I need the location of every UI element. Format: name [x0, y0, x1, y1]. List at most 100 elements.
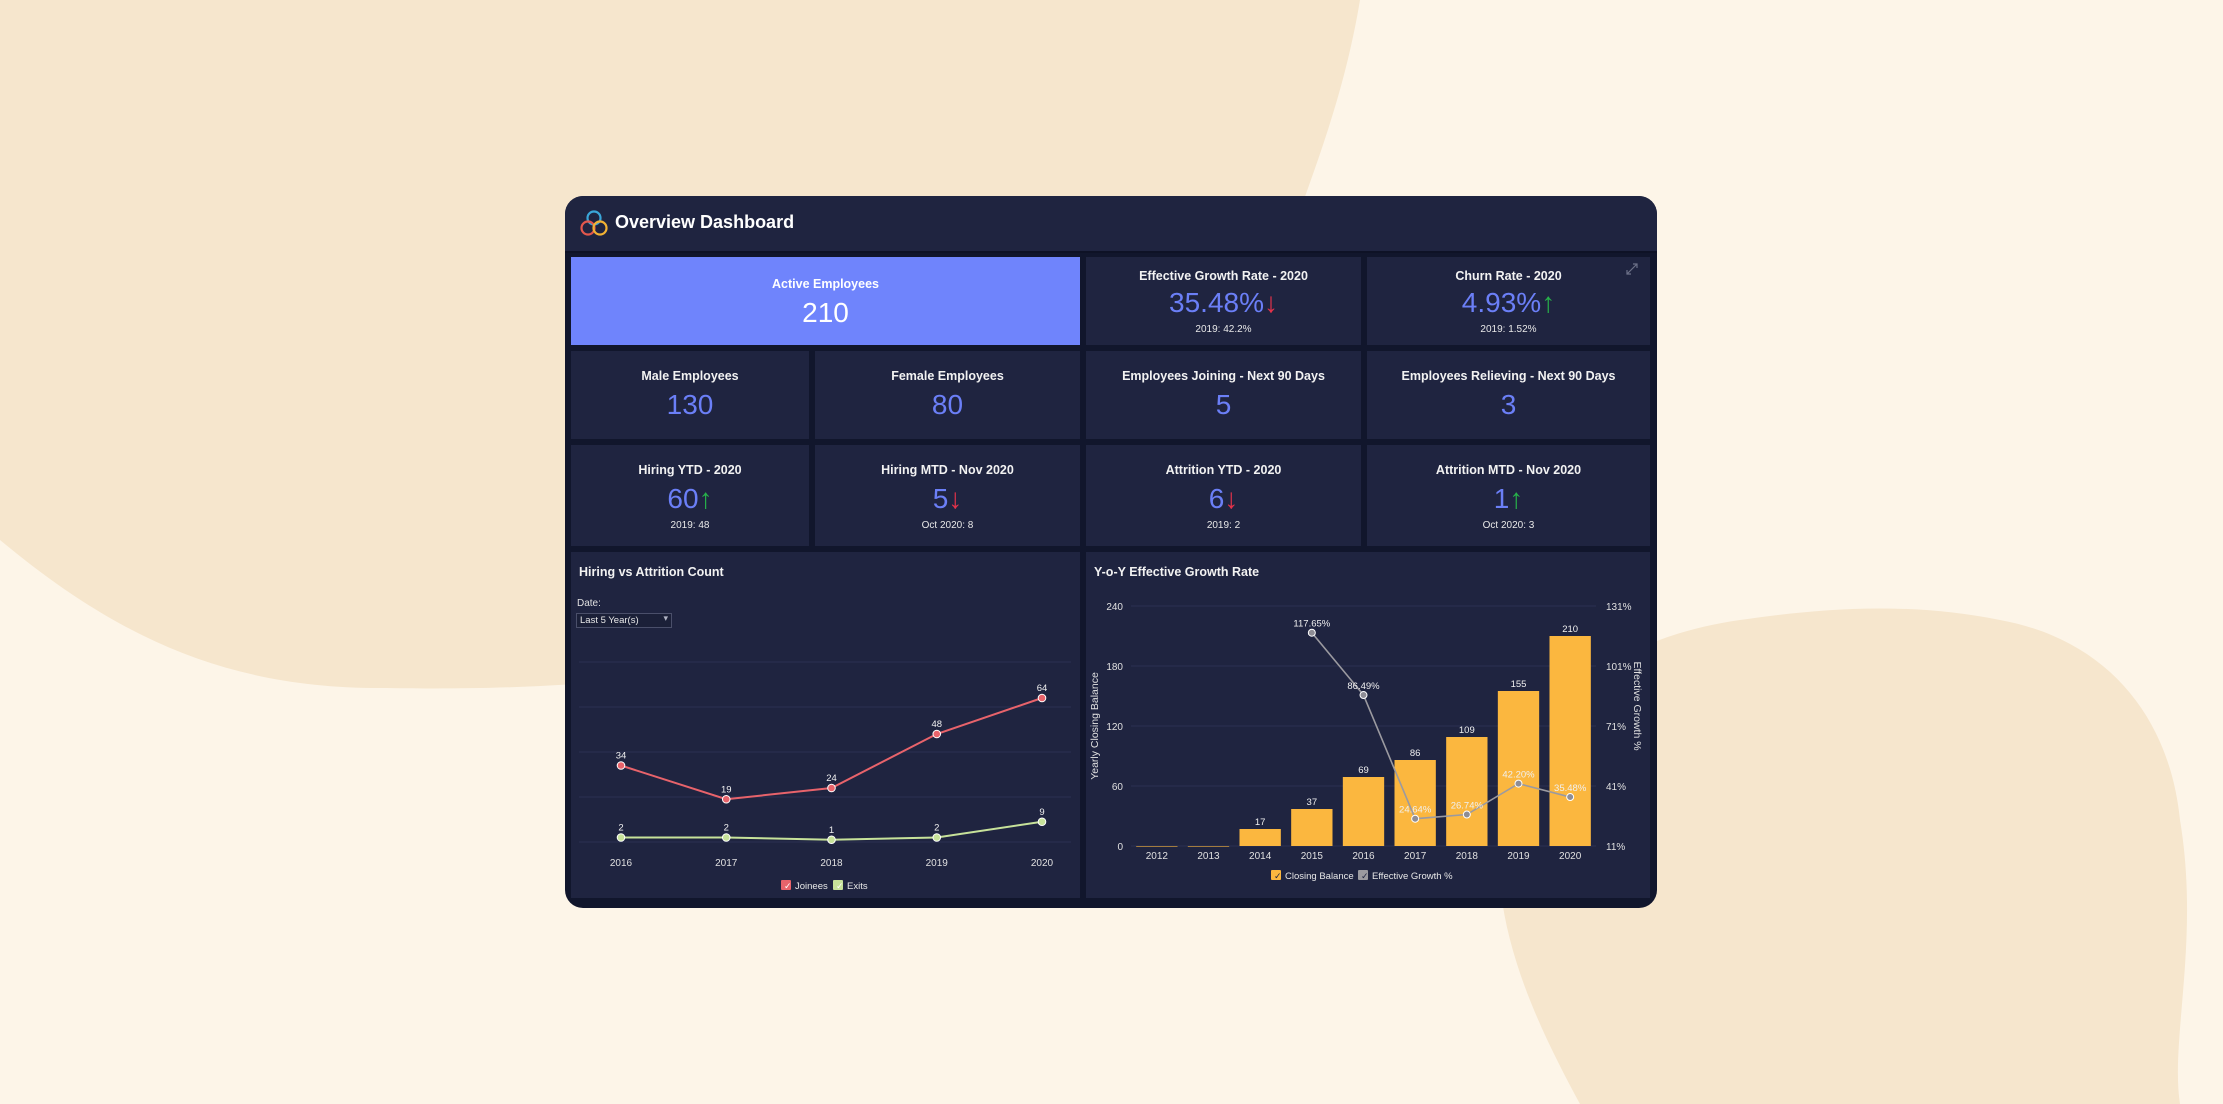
kpi-value: 4.93%: [1461, 287, 1542, 318]
data-point: [1037, 693, 1047, 703]
kpi-attrition-ytd[interactable]: Attrition YTD - 2020 6↓ 2019: 2: [1086, 445, 1361, 546]
x-tick-label: 2019: [1507, 851, 1530, 862]
background-shape-bottom-right: [1498, 608, 2188, 1104]
panel-title: Hiring vs Attrition Count: [579, 565, 724, 579]
data-label: 34: [616, 751, 627, 762]
data-label: 48: [931, 719, 942, 730]
kpi-comparison: 2019: 42.2%: [1195, 324, 1252, 335]
data-point: [932, 833, 942, 842]
legend-label: Effective Growth %: [1372, 871, 1453, 882]
kpi-label: Hiring MTD - Nov 2020: [881, 463, 1014, 477]
legend-label: Exits: [847, 881, 868, 892]
kpi-comparison: 2019: 2: [1206, 520, 1241, 531]
kpi-value: 210: [802, 297, 849, 328]
x-tick-label: 2016: [1352, 851, 1375, 862]
y2-tick-label: 71%: [1606, 722, 1626, 733]
bar: [1291, 809, 1333, 846]
x-tick-label: 2015: [1301, 851, 1324, 862]
y-tick-label: 180: [1106, 662, 1123, 673]
x-tick-label: 2017: [1404, 851, 1427, 862]
data-label: 1: [829, 825, 834, 836]
data-label: 2: [724, 823, 729, 834]
legend-label: Joinees: [795, 881, 828, 892]
kpi-female-employees[interactable]: Female Employees 80: [815, 351, 1080, 439]
y-tick-label: 60: [1112, 782, 1124, 793]
kpi-comparison: 2019: 1.52%: [1480, 324, 1537, 335]
legend-swatch: [833, 880, 843, 890]
bar-data-label: 69: [1358, 765, 1369, 776]
kpi-effective-growth-rate[interactable]: Effective Growth Rate - 2020 35.48%↓ 201…: [1086, 257, 1361, 345]
growth-rate-panel: Y-o-Y Effective Growth Rate 0 60 120 180 240…: [1086, 552, 1650, 898]
kpi-attrition-mtd[interactable]: Attrition MTD - Nov 2020 1↑ Oct 2020: 3: [1367, 445, 1650, 546]
date-filter-value: Last 5 Year(s): [580, 615, 639, 626]
data-label: 64: [1037, 683, 1048, 694]
growth-data-label: 26.74%: [1451, 801, 1484, 812]
kpi-label: Male Employees: [641, 369, 739, 383]
arrow-down-icon: ↓: [1263, 287, 1278, 318]
kpi-value: 1: [1493, 483, 1510, 514]
y-axis-label: Yearly Closing Balance: [1089, 672, 1101, 780]
legend-check-icon: ✓: [784, 881, 792, 891]
kpi-label: Employees Relieving - Next 90 Days: [1401, 369, 1616, 383]
hiring-attrition-panel: Hiring vs Attrition Count Date: Last 5 Y…: [571, 552, 1080, 898]
data-point: [616, 761, 626, 770]
y2-tick-label: 101%: [1606, 662, 1632, 673]
legend-swatch: [1358, 870, 1368, 880]
date-filter-select[interactable]: Last 5 Year(s) ▾: [576, 613, 672, 628]
growth-data-label: 117.65%: [1293, 619, 1330, 630]
expand-icon[interactable]: [1626, 263, 1638, 275]
kpi-label: Hiring YTD - 2020: [638, 463, 742, 477]
y-tick-label: 0: [1117, 842, 1123, 853]
x-tick-label: 2018: [1456, 851, 1479, 862]
data-label: 24: [826, 773, 837, 784]
kpi-hiring-ytd[interactable]: Hiring YTD - 2020 60↑ 2019: 48: [571, 445, 809, 546]
legend-swatch: [781, 880, 791, 890]
kpi-active-employees[interactable]: Active Employees 210: [571, 257, 1080, 345]
growth-point: [1566, 793, 1575, 802]
y2-tick-label: 131%: [1606, 602, 1632, 613]
kpi-employees-joining[interactable]: Employees Joining - Next 90 Days 5: [1086, 351, 1361, 439]
x-tick-label: 2014: [1249, 851, 1272, 862]
kpi-label: Female Employees: [891, 369, 1004, 383]
bar: [1497, 691, 1540, 846]
data-point: [721, 833, 731, 842]
bar-data-label: 17: [1255, 817, 1266, 828]
date-filter-label: Date:: [577, 598, 601, 609]
kpi-value-row: 60↑: [571, 483, 809, 515]
x-tick-label: 2019: [926, 858, 949, 869]
y2-tick-label: 11%: [1606, 842, 1625, 853]
legend-check-icon: ✓: [836, 881, 844, 891]
x-tick-label: 2017: [715, 858, 738, 869]
data-point: [721, 794, 731, 804]
data-point: [932, 729, 942, 739]
kpi-value-row: 35.48%↓: [1086, 287, 1361, 319]
x-tick-label: 2013: [1197, 851, 1220, 862]
x-tick-label: 2018: [820, 858, 843, 869]
kpi-label: Active Employees: [772, 277, 879, 291]
legend-check-icon: ✓: [1274, 871, 1282, 881]
growth-point: [1307, 628, 1316, 637]
kpi-employees-relieving[interactable]: Employees Relieving - Next 90 Days 3: [1367, 351, 1650, 439]
growth-point: [1359, 691, 1368, 700]
kpi-comparison: 2019: 48: [670, 520, 710, 531]
kpi-value-row: 4.93%↑: [1367, 287, 1650, 319]
kpi-label: Effective Growth Rate - 2020: [1139, 269, 1308, 283]
data-label: 2: [934, 823, 939, 834]
data-point: [1037, 817, 1047, 827]
bar: [1549, 636, 1591, 846]
data-label: 2: [618, 823, 623, 834]
x-tick-label: 2020: [1031, 858, 1054, 869]
kpi-label: Attrition MTD - Nov 2020: [1435, 463, 1582, 477]
kpi-comparison: Oct 2020: 8: [921, 520, 974, 531]
growth-point: [1514, 779, 1523, 788]
kpi-hiring-mtd[interactable]: Hiring MTD - Nov 2020 5↓ Oct 2020: 8: [815, 445, 1080, 546]
kpi-value: 6: [1208, 483, 1225, 514]
kpi-value-row: 1↑: [1367, 483, 1650, 515]
kpi-male-employees[interactable]: Male Employees 130: [571, 351, 809, 439]
kpi-value: 5: [932, 483, 949, 514]
arrow-down-icon: ↓: [1224, 483, 1239, 514]
dashboard-window: Overview Dashboard Active Employees 2 1 0 …: [565, 196, 1657, 908]
arrow-down-icon: ↓: [948, 483, 963, 514]
growth-line: [1311, 632, 1571, 820]
kpi-churn-rate[interactable]: Churn Rate - 2020 4.93%↑ 2019: 1.52%: [1367, 257, 1650, 345]
